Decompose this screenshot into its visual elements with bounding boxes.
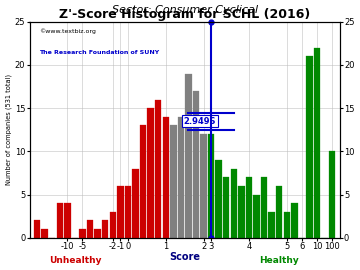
Text: Healthy: Healthy xyxy=(259,256,299,265)
Bar xyxy=(284,212,290,238)
Bar xyxy=(276,186,283,238)
Bar xyxy=(109,212,116,238)
Bar xyxy=(162,117,169,238)
Bar xyxy=(117,186,123,238)
Bar xyxy=(41,229,48,238)
Bar xyxy=(306,56,313,238)
Bar xyxy=(208,134,214,238)
Y-axis label: Number of companies (531 total): Number of companies (531 total) xyxy=(5,74,12,185)
Bar xyxy=(329,151,336,238)
Bar xyxy=(253,195,260,238)
Bar xyxy=(34,221,40,238)
Bar xyxy=(246,177,252,238)
Bar xyxy=(231,169,237,238)
Bar xyxy=(140,126,146,238)
Text: 2.9496: 2.9496 xyxy=(184,117,216,126)
Bar xyxy=(57,203,63,238)
Text: Sector: Consumer Cyclical: Sector: Consumer Cyclical xyxy=(112,5,258,15)
Bar xyxy=(216,160,222,238)
Bar xyxy=(132,169,139,238)
Bar xyxy=(102,221,108,238)
Bar xyxy=(170,126,176,238)
Title: Z'-Score Histogram for SCHL (2016): Z'-Score Histogram for SCHL (2016) xyxy=(59,8,310,21)
Bar xyxy=(291,203,298,238)
X-axis label: Score: Score xyxy=(169,252,200,262)
Bar xyxy=(185,74,192,238)
Bar xyxy=(94,229,101,238)
Bar xyxy=(64,203,71,238)
Bar xyxy=(314,48,320,238)
Text: Unhealthy: Unhealthy xyxy=(49,256,101,265)
Bar xyxy=(193,91,199,238)
Bar xyxy=(155,100,161,238)
Bar xyxy=(125,186,131,238)
Bar xyxy=(269,212,275,238)
Bar xyxy=(223,177,229,238)
Bar xyxy=(261,177,267,238)
Text: The Research Foundation of SUNY: The Research Foundation of SUNY xyxy=(39,50,159,55)
Bar xyxy=(201,134,207,238)
Bar xyxy=(147,108,154,238)
Bar xyxy=(79,229,86,238)
Bar xyxy=(238,186,244,238)
Bar xyxy=(87,221,93,238)
Bar xyxy=(177,117,184,238)
Text: ©www.textbiz.org: ©www.textbiz.org xyxy=(39,28,96,34)
